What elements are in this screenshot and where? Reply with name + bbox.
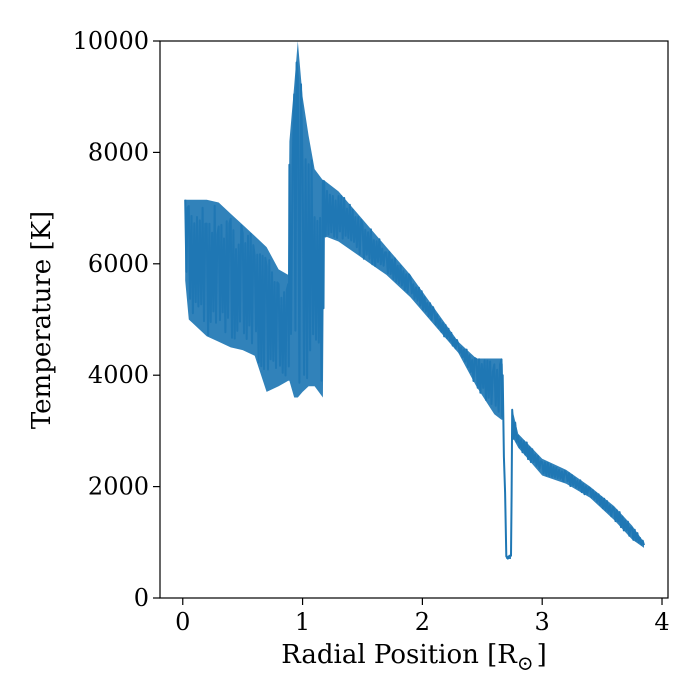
y-axis: 0 2000 4000 6000 8000 10000: [73, 27, 160, 612]
x-tick-label: 4: [654, 608, 669, 636]
x-tick-label: 3: [535, 608, 550, 636]
plot-frame: [159, 40, 669, 599]
y-tick-label: 8000: [88, 138, 149, 166]
x-tick-label: 1: [295, 608, 310, 636]
x-tick-label: 0: [175, 608, 190, 636]
y-tick-label: 0: [134, 584, 149, 612]
y-tick-label: 6000: [88, 250, 149, 278]
y-tick-label: 4000: [88, 361, 149, 389]
x-axis-label-close: ]: [537, 640, 547, 670]
x-axis-label: Radial Position [R⊙]: [281, 640, 547, 675]
x-axis: 0 1 2 3 4: [175, 598, 670, 636]
x-axis-label-main: Radial Position [R: [281, 640, 518, 670]
y-tick-label: 2000: [88, 473, 149, 501]
y-tick-label: 10000: [73, 27, 149, 55]
temperature-line: [184, 61, 645, 560]
x-tick-label: 2: [415, 608, 430, 636]
x-axis-label-subscript: ⊙: [517, 651, 534, 675]
y-axis-label: Temperature [K]: [27, 211, 57, 429]
plot-layer: [184, 41, 645, 560]
